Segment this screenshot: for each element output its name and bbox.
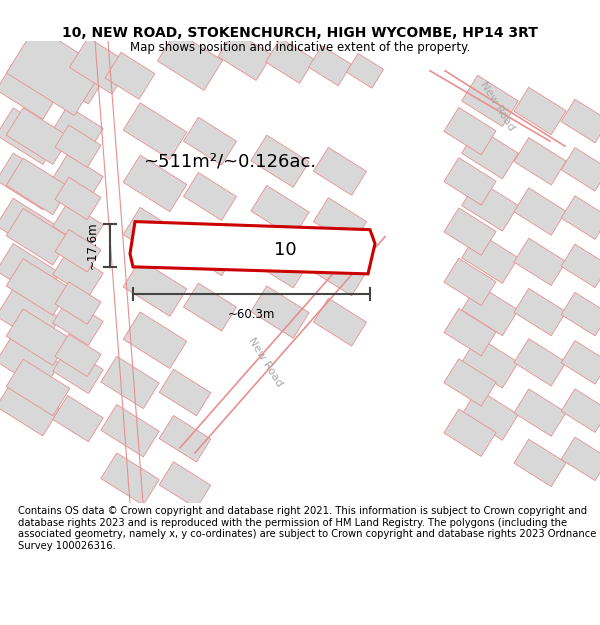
Polygon shape — [444, 409, 496, 456]
Polygon shape — [308, 46, 352, 86]
Polygon shape — [0, 379, 60, 436]
Polygon shape — [6, 108, 70, 164]
Text: 10, NEW ROAD, STOKENCHURCH, HIGH WYCOMBE, HP14 3RT: 10, NEW ROAD, STOKENCHURCH, HIGH WYCOMBE… — [62, 26, 538, 40]
Polygon shape — [70, 38, 130, 94]
Polygon shape — [251, 186, 309, 238]
Polygon shape — [0, 153, 60, 209]
Polygon shape — [53, 299, 103, 345]
Polygon shape — [461, 180, 518, 231]
Polygon shape — [0, 198, 60, 255]
Polygon shape — [123, 312, 187, 369]
Text: Contains OS data © Crown copyright and database right 2021. This information is : Contains OS data © Crown copyright and d… — [18, 506, 596, 551]
Polygon shape — [55, 334, 101, 376]
Polygon shape — [0, 62, 60, 119]
Polygon shape — [444, 107, 496, 155]
Polygon shape — [159, 416, 211, 462]
Polygon shape — [53, 202, 103, 249]
Polygon shape — [0, 334, 60, 391]
Polygon shape — [461, 127, 518, 179]
Polygon shape — [55, 177, 101, 219]
Polygon shape — [218, 31, 272, 81]
Polygon shape — [7, 26, 103, 116]
Polygon shape — [266, 38, 314, 83]
Polygon shape — [444, 258, 496, 306]
Text: 10: 10 — [274, 241, 296, 259]
Polygon shape — [561, 292, 600, 336]
Polygon shape — [184, 173, 236, 221]
Polygon shape — [123, 259, 187, 316]
Polygon shape — [159, 369, 211, 416]
Polygon shape — [514, 138, 566, 185]
Polygon shape — [123, 103, 187, 159]
Polygon shape — [130, 222, 375, 274]
Polygon shape — [55, 125, 101, 168]
Polygon shape — [53, 251, 103, 297]
Polygon shape — [0, 244, 60, 300]
Polygon shape — [514, 188, 566, 235]
Polygon shape — [55, 282, 101, 324]
Polygon shape — [444, 208, 496, 256]
Polygon shape — [444, 359, 496, 406]
Polygon shape — [444, 309, 496, 356]
Polygon shape — [101, 453, 159, 505]
Polygon shape — [251, 286, 309, 338]
Polygon shape — [314, 148, 367, 195]
Polygon shape — [444, 158, 496, 205]
Polygon shape — [314, 298, 367, 346]
Polygon shape — [314, 248, 367, 296]
Polygon shape — [53, 396, 103, 442]
Polygon shape — [514, 238, 566, 286]
Polygon shape — [6, 309, 70, 366]
Text: New Road: New Road — [246, 336, 284, 389]
Polygon shape — [53, 154, 103, 201]
Polygon shape — [461, 76, 518, 126]
Polygon shape — [514, 288, 566, 336]
Polygon shape — [184, 118, 236, 165]
Polygon shape — [53, 348, 103, 394]
Polygon shape — [561, 341, 600, 384]
Polygon shape — [561, 99, 600, 142]
Polygon shape — [461, 284, 518, 336]
Polygon shape — [561, 148, 600, 191]
Polygon shape — [561, 196, 600, 239]
Polygon shape — [514, 439, 566, 487]
Polygon shape — [346, 53, 383, 88]
Polygon shape — [561, 437, 600, 481]
Polygon shape — [461, 389, 518, 440]
Polygon shape — [101, 356, 159, 409]
Polygon shape — [514, 339, 566, 386]
Polygon shape — [314, 198, 367, 246]
Polygon shape — [6, 158, 70, 215]
Polygon shape — [461, 337, 518, 388]
Polygon shape — [123, 155, 187, 212]
Polygon shape — [53, 106, 103, 152]
Polygon shape — [6, 359, 70, 416]
Polygon shape — [251, 135, 309, 188]
Text: ~17.6m: ~17.6m — [86, 221, 98, 269]
Text: ~511m²/~0.126ac.: ~511m²/~0.126ac. — [143, 152, 317, 170]
Polygon shape — [6, 208, 70, 265]
Polygon shape — [561, 389, 600, 432]
Polygon shape — [251, 236, 309, 288]
Polygon shape — [0, 108, 60, 164]
Polygon shape — [0, 289, 60, 346]
Polygon shape — [6, 259, 70, 315]
Polygon shape — [184, 283, 236, 331]
Polygon shape — [123, 208, 187, 264]
Polygon shape — [105, 52, 155, 99]
Polygon shape — [101, 404, 159, 457]
Polygon shape — [461, 232, 518, 283]
Text: ~60.3m: ~60.3m — [228, 308, 275, 321]
Text: New Road: New Road — [478, 79, 516, 132]
Polygon shape — [514, 389, 566, 436]
Polygon shape — [55, 229, 101, 272]
Polygon shape — [53, 58, 103, 104]
Polygon shape — [157, 31, 223, 90]
Polygon shape — [184, 228, 236, 276]
Polygon shape — [561, 244, 600, 288]
Text: Map shows position and indicative extent of the property.: Map shows position and indicative extent… — [130, 41, 470, 54]
Polygon shape — [159, 462, 211, 508]
Polygon shape — [514, 88, 566, 134]
